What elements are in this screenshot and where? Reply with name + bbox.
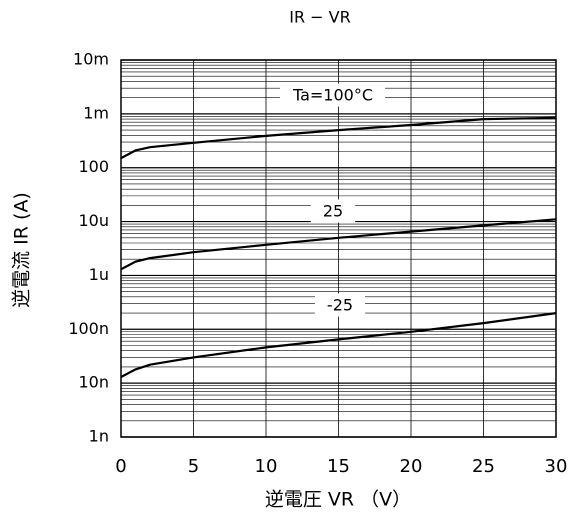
series-line xyxy=(120,312,557,378)
x-tick-label: 20 xyxy=(400,456,423,477)
x-axis-label: 逆電圧 VR （V） xyxy=(265,489,411,511)
x-tick-label: 0 xyxy=(115,456,126,477)
y-tick-label: 10n xyxy=(79,373,110,392)
series-label: -25 xyxy=(327,296,353,315)
series-line xyxy=(120,218,557,271)
series-label: Ta=100°C xyxy=(292,86,373,105)
y-tick-label: 10u xyxy=(79,211,110,230)
series-label-box xyxy=(314,293,366,317)
series-label-box xyxy=(310,199,356,223)
plot-frame xyxy=(120,59,557,438)
x-tick-label: 30 xyxy=(545,456,568,477)
x-tick-label: 5 xyxy=(188,456,199,477)
x-tick-label: 10 xyxy=(255,456,278,477)
y-axis-label: 逆電流 IR (A) xyxy=(11,192,33,308)
chart-title: IR − VR xyxy=(289,8,350,27)
series-label-box xyxy=(279,83,386,107)
x-tick-label: 25 xyxy=(472,456,495,477)
series-line xyxy=(120,116,557,160)
x-tick-label: 15 xyxy=(327,456,350,477)
y-tick-label: 100n xyxy=(68,319,109,338)
y-tick-label: 1u xyxy=(89,265,109,284)
y-tick-label: 1n xyxy=(89,427,109,446)
y-tick-label: 10m xyxy=(73,50,109,69)
y-tick-label: 1m xyxy=(83,103,109,122)
y-tick-label: 100 xyxy=(78,157,109,176)
series-label: 25 xyxy=(323,202,343,221)
